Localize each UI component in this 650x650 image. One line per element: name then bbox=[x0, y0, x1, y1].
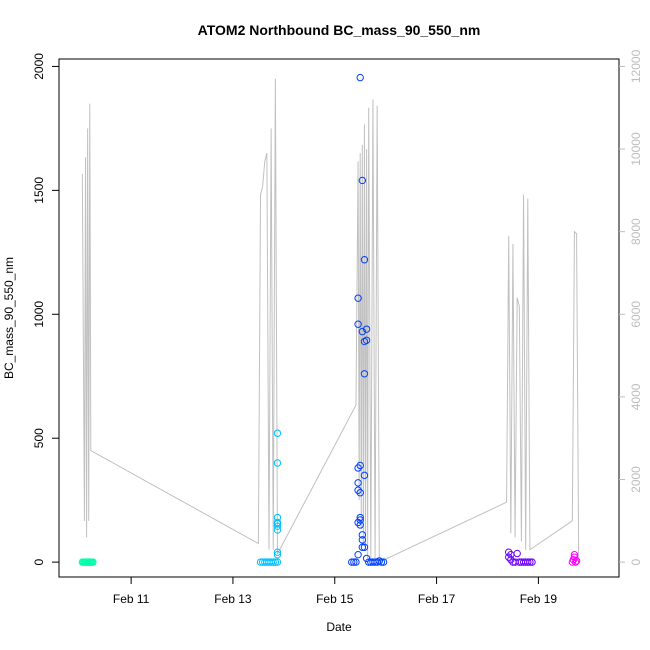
data-point bbox=[356, 516, 364, 524]
x-tick-label: Feb 11 bbox=[113, 592, 150, 606]
data-point bbox=[354, 550, 362, 559]
data-point bbox=[358, 176, 367, 185]
data-point bbox=[360, 370, 369, 378]
x-tick-label: Feb 17 bbox=[418, 592, 456, 606]
data-point bbox=[354, 479, 362, 487]
data-point bbox=[513, 549, 521, 558]
data-point bbox=[358, 543, 367, 551]
data-point bbox=[507, 555, 515, 564]
data-point bbox=[360, 471, 369, 480]
data-point bbox=[358, 531, 367, 539]
y2-tick-label: 10000 bbox=[629, 132, 643, 166]
data-point bbox=[524, 558, 532, 566]
data-point bbox=[528, 558, 536, 566]
data-point bbox=[362, 336, 371, 345]
data-point bbox=[377, 558, 386, 566]
data-point bbox=[356, 513, 364, 522]
data-point bbox=[362, 325, 371, 333]
data-point bbox=[505, 548, 513, 556]
data-point bbox=[356, 73, 364, 82]
y2-tick-label: 12000 bbox=[629, 49, 643, 83]
data-point bbox=[348, 558, 356, 566]
y2-tick-label: 4000 bbox=[629, 383, 643, 410]
y-axis-label: BC_mass_90_550_nm bbox=[2, 257, 16, 379]
y-tick-label: 1000 bbox=[32, 301, 46, 328]
data-point bbox=[505, 553, 513, 561]
chart-title: ATOM2 Northbound BC_mass_90_550_nm bbox=[198, 22, 481, 38]
data-point bbox=[570, 553, 579, 561]
data-point bbox=[356, 461, 364, 470]
data-point bbox=[354, 486, 362, 494]
data-points-layer bbox=[78, 73, 581, 566]
x-axis-label: Date bbox=[326, 620, 352, 634]
y2-tick-label: 6000 bbox=[629, 301, 643, 328]
altitude-line-layer bbox=[81, 78, 580, 563]
data-point bbox=[273, 429, 282, 437]
data-point bbox=[572, 557, 581, 565]
data-point bbox=[271, 558, 280, 566]
x-tick-label: Feb 15 bbox=[316, 592, 354, 606]
y2-tick-label: 0 bbox=[629, 558, 643, 565]
data-point bbox=[356, 521, 364, 529]
y2-tick-label: 8000 bbox=[629, 218, 643, 245]
data-point bbox=[273, 550, 282, 559]
data-point bbox=[379, 558, 388, 566]
data-point bbox=[352, 558, 360, 566]
data-point bbox=[350, 558, 358, 566]
data-point bbox=[273, 459, 282, 467]
altitude-line bbox=[81, 78, 580, 563]
data-point bbox=[526, 558, 534, 566]
y-tick-label: 0 bbox=[32, 558, 46, 565]
y-tick-label: 1500 bbox=[32, 177, 46, 204]
data-point bbox=[360, 256, 369, 264]
x-tick-label: Feb 13 bbox=[214, 592, 252, 606]
y-axis-left: 0 500 1000 1500 2000 bbox=[32, 53, 59, 565]
y-axis-right: 0 2000 4000 6000 8000 10000 12000 bbox=[619, 49, 643, 565]
x-axis: Feb 11 Feb 13 Feb 15 Feb 17 Feb 19 bbox=[113, 577, 558, 606]
data-point bbox=[273, 518, 282, 527]
x-tick-label: Feb 19 bbox=[520, 592, 558, 606]
data-point bbox=[571, 558, 580, 566]
data-point bbox=[354, 320, 362, 328]
y2-tick-label: 2000 bbox=[629, 466, 643, 493]
y-tick-label: 500 bbox=[32, 428, 46, 448]
data-point bbox=[273, 558, 282, 566]
data-point bbox=[354, 518, 362, 527]
data-point bbox=[362, 554, 371, 563]
data-point bbox=[273, 522, 282, 530]
y-tick-label: 2000 bbox=[32, 53, 46, 80]
data-point bbox=[273, 513, 282, 522]
data-point bbox=[354, 464, 362, 472]
data-point bbox=[273, 548, 282, 556]
data-point bbox=[269, 558, 277, 566]
data-point bbox=[356, 489, 364, 497]
data-point bbox=[89, 558, 97, 566]
data-point bbox=[354, 294, 362, 302]
data-point bbox=[360, 543, 369, 551]
plot-frame bbox=[58, 58, 620, 578]
data-point bbox=[358, 536, 367, 544]
data-point bbox=[358, 327, 367, 336]
